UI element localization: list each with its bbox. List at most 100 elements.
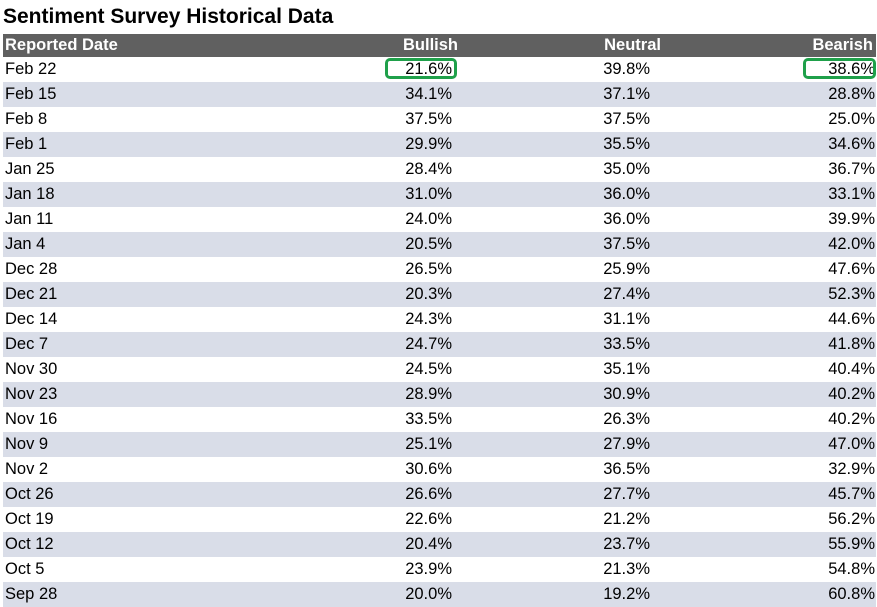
cell-bearish: 60.8% xyxy=(828,585,875,603)
cell-neutral: 31.1% xyxy=(603,310,650,328)
column-header-neutral: Neutral xyxy=(604,36,661,54)
cell-bearish: 44.6% xyxy=(828,310,875,328)
table-header-row: Reported Date Bullish Neutral Bearish xyxy=(3,34,876,57)
cell-bullish: 21.6% xyxy=(405,60,452,78)
cell-neutral: 39.8% xyxy=(603,60,650,78)
cell-bearish: 47.0% xyxy=(828,435,875,453)
cell-bearish: 56.2% xyxy=(828,510,875,528)
table-row: Feb 22 21.6% 39.8% 38.6% xyxy=(3,57,876,82)
cell-date: Dec 7 xyxy=(5,335,49,353)
table-body: Feb 22 21.6% 39.8% 38.6% Feb 15 34.1% 37.1% 28.… xyxy=(3,57,876,607)
cell-bullish: 29.9% xyxy=(405,135,452,153)
page-title: Sentiment Survey Historical Data xyxy=(3,5,334,28)
cell-bearish: 45.7% xyxy=(828,485,875,503)
table-row: Oct 26 26.6% 27.7% 45.7% xyxy=(3,482,876,507)
cell-bearish: 34.6% xyxy=(828,135,875,153)
cell-neutral: 36.5% xyxy=(603,460,650,478)
cell-bullish: 28.9% xyxy=(405,385,452,403)
cell-neutral: 21.2% xyxy=(603,510,650,528)
column-header-bullish: Bullish xyxy=(402,36,458,54)
cell-neutral: 23.7% xyxy=(603,535,650,553)
column-header-date: Reported Date xyxy=(5,36,118,54)
cell-date: Nov 9 xyxy=(5,435,49,453)
cell-date: Oct 12 xyxy=(5,535,54,553)
cell-date: Sep 28 xyxy=(5,585,58,603)
cell-neutral: 35.1% xyxy=(603,360,650,378)
cell-neutral: 37.5% xyxy=(603,110,650,128)
table-row: Nov 23 28.9% 30.9% 40.2% xyxy=(3,382,876,407)
cell-neutral: 26.3% xyxy=(603,410,650,428)
table-row: Dec 7 24.7% 33.5% 41.8% xyxy=(3,332,876,357)
cell-bullish: 23.9% xyxy=(405,560,452,578)
cell-date: Dec 28 xyxy=(5,260,58,278)
cell-bearish: 28.8% xyxy=(828,85,875,103)
cell-bullish: 26.6% xyxy=(405,485,452,503)
cell-neutral: 33.5% xyxy=(603,335,650,353)
cell-bullish: 37.5% xyxy=(405,110,452,128)
cell-bearish: 32.9% xyxy=(828,460,875,478)
cell-bearish: 40.2% xyxy=(828,410,875,428)
cell-bearish: 33.1% xyxy=(828,185,875,203)
cell-neutral: 19.2% xyxy=(603,585,650,603)
cell-bullish: 24.7% xyxy=(405,335,452,353)
cell-bullish: 20.3% xyxy=(405,285,452,303)
cell-date: Nov 30 xyxy=(5,360,58,378)
cell-bearish: 36.7% xyxy=(828,160,875,178)
cell-neutral: 21.3% xyxy=(603,560,650,578)
cell-neutral: 37.1% xyxy=(603,85,650,103)
cell-date: Feb 8 xyxy=(5,110,48,128)
table-row: Nov 30 24.5% 35.1% 40.4% xyxy=(3,357,876,382)
column-header-bearish: Bearish xyxy=(812,36,873,54)
table-row: Nov 9 25.1% 27.9% 47.0% xyxy=(3,432,876,457)
cell-date: Feb 22 xyxy=(5,60,57,78)
cell-neutral: 27.7% xyxy=(603,485,650,503)
cell-date: Dec 21 xyxy=(5,285,58,303)
cell-neutral: 30.9% xyxy=(603,385,650,403)
cell-date: Dec 14 xyxy=(5,310,58,328)
cell-bullish: 34.1% xyxy=(405,85,452,103)
table-row: Oct 12 20.4% 23.7% 55.9% xyxy=(3,532,876,557)
table-row: Dec 21 20.3% 27.4% 52.3% xyxy=(3,282,876,307)
table-row: Dec 28 26.5% 25.9% 47.6% xyxy=(3,257,876,282)
cell-bullish: 31.0% xyxy=(405,185,452,203)
table-row: Jan 11 24.0% 36.0% 39.9% xyxy=(3,207,876,232)
cell-bullish: 28.4% xyxy=(405,160,452,178)
table-row: Jan 18 31.0% 36.0% 33.1% xyxy=(3,182,876,207)
table-row: Feb 8 37.5% 37.5% 25.0% xyxy=(3,107,876,132)
cell-neutral: 27.4% xyxy=(603,285,650,303)
cell-bullish: 20.0% xyxy=(405,585,452,603)
table-row: Dec 14 24.3% 31.1% 44.6% xyxy=(3,307,876,332)
table-row: Nov 2 30.6% 36.5% 32.9% xyxy=(3,457,876,482)
cell-neutral: 25.9% xyxy=(603,260,650,278)
table-row: Jan 4 20.5% 37.5% 42.0% xyxy=(3,232,876,257)
cell-neutral: 35.5% xyxy=(603,135,650,153)
cell-bearish: 25.0% xyxy=(828,110,875,128)
table-row: Jan 25 28.4% 35.0% 36.7% xyxy=(3,157,876,182)
cell-neutral: 35.0% xyxy=(603,160,650,178)
cell-bearish: 40.2% xyxy=(828,385,875,403)
cell-bullish: 20.4% xyxy=(405,535,452,553)
cell-date: Jan 25 xyxy=(5,160,55,178)
cell-neutral: 36.0% xyxy=(603,210,650,228)
highlight-box-bullish xyxy=(385,58,457,79)
cell-bullish: 24.3% xyxy=(405,310,452,328)
cell-date: Oct 26 xyxy=(5,485,54,503)
cell-bearish: 47.6% xyxy=(828,260,875,278)
cell-neutral: 37.5% xyxy=(603,235,650,253)
cell-bullish: 30.6% xyxy=(405,460,452,478)
cell-bullish: 25.1% xyxy=(405,435,452,453)
cell-bearish: 38.6% xyxy=(828,60,875,78)
cell-bullish: 33.5% xyxy=(405,410,452,428)
table-row: Oct 5 23.9% 21.3% 54.8% xyxy=(3,557,876,582)
table-row: Oct 19 22.6% 21.2% 56.2% xyxy=(3,507,876,532)
cell-date: Oct 5 xyxy=(5,560,45,578)
cell-bearish: 41.8% xyxy=(828,335,875,353)
cell-date: Nov 2 xyxy=(5,460,49,478)
cell-neutral: 36.0% xyxy=(603,185,650,203)
cell-date: Jan 11 xyxy=(5,210,54,228)
cell-bearish: 54.8% xyxy=(828,560,875,578)
cell-bearish: 42.0% xyxy=(828,235,875,253)
cell-date: Jan 4 xyxy=(5,235,46,253)
table-row: Sep 28 20.0% 19.2% 60.8% xyxy=(3,582,876,607)
cell-bullish: 24.0% xyxy=(405,210,452,228)
